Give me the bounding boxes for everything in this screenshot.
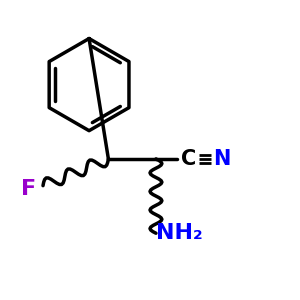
- Text: F: F: [21, 178, 36, 199]
- Text: NH₂: NH₂: [156, 223, 203, 243]
- Text: N: N: [213, 149, 230, 169]
- Text: C: C: [181, 149, 196, 169]
